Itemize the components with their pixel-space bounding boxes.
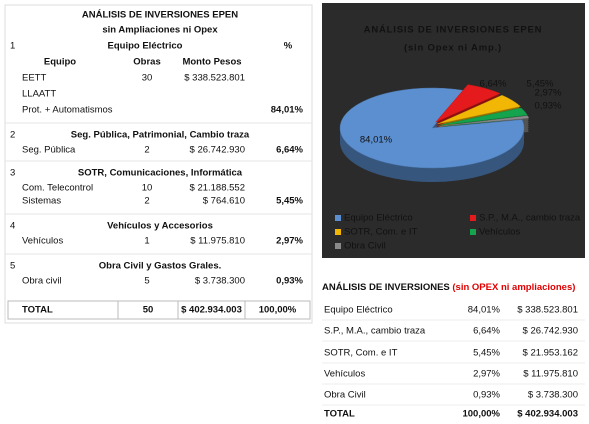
row-name: S.P., M.A., cambio traza [324, 326, 426, 337]
cell-equipo: Sistemas [22, 196, 61, 207]
cell-monto: $ 26.742.930 [190, 145, 245, 156]
title-main: ANÁLISIS DE INVERSIONES [322, 282, 450, 293]
section-number: 2 [10, 130, 15, 141]
section-number: 4 [10, 221, 15, 232]
slice-label: 6,64% [480, 79, 507, 90]
slice [437, 95, 521, 125]
cell-equipo: Obra civil [22, 276, 62, 287]
section-number: 5 [10, 261, 15, 272]
row-name: SOTR, Com. e IT [324, 348, 398, 359]
section-heading: Seg. Pública, Patrimonial, Cambio traza [71, 130, 250, 141]
total-value: TOTAL [22, 305, 53, 316]
legend-swatch [335, 243, 341, 249]
legend-swatch [470, 215, 476, 221]
column-header: Monto Pesos [182, 57, 241, 68]
cell-equipo: Com. Telecontrol [22, 183, 93, 194]
table-subtitle: sin Ampliaciones ni Opex [102, 25, 218, 36]
legend-swatch [335, 229, 341, 235]
cell-monto: $ 3.738.300 [195, 276, 245, 287]
slice [339, 87, 525, 169]
legend-label: Equipo Eléctrico [344, 213, 413, 224]
row-name: Obra Civil [324, 390, 366, 401]
total-amount: $ 402.934.003 [517, 409, 578, 420]
column-header: Equipo [44, 57, 76, 68]
row-amount: $ 3.738.300 [528, 390, 578, 401]
cell-monto: $ 21.188.552 [190, 183, 245, 194]
section-number: 3 [10, 168, 15, 179]
legend-swatch [470, 229, 476, 235]
total-value: 50 [143, 305, 154, 316]
cell-percent: 2,97% [276, 236, 303, 247]
row-percent: 2,97% [473, 369, 500, 380]
legend-label: SOTR, Com. e IT [344, 227, 418, 238]
slice-label: 5,45% [527, 79, 554, 90]
section-heading: Equipo Eléctrico [108, 41, 183, 52]
section-heading: SOTR, Comunicaciones, Informática [78, 168, 243, 179]
cell-percent: 6,64% [276, 145, 303, 156]
row-percent: 6,64% [473, 326, 500, 337]
cell-monto: $ 764.610 [203, 196, 245, 207]
total-value: $ 402.934.003 [181, 305, 242, 316]
chart-subtitle: (sin Opex ni Amp.) [404, 43, 502, 54]
cell-equipo: Seg. Pública [22, 145, 76, 156]
cell-obras: 5 [144, 276, 149, 287]
legend-label: Obra Civil [344, 241, 386, 252]
row-percent: 5,45% [473, 348, 500, 359]
total-value: 100,00% [259, 305, 297, 316]
cell-monto: $ 338.523.801 [184, 73, 245, 84]
section-number: 1 [10, 41, 15, 52]
cell-percent: 84,01% [271, 105, 304, 116]
legend-label: Vehículos [479, 227, 520, 238]
slice-label: 2,97% [535, 88, 562, 99]
cell-obras: 30 [142, 73, 153, 84]
slice [438, 115, 530, 127]
cell-percent: 5,45% [276, 196, 303, 207]
row-amount: $ 26.742.930 [523, 326, 578, 337]
legend-swatch [335, 215, 341, 221]
percent-header: % [284, 41, 293, 52]
table-title: ANÁLISIS DE INVERSIONES EPEN [82, 10, 238, 21]
cell-percent: 0,93% [276, 276, 303, 287]
section-heading: Obra Civil y Gastos Grales. [99, 261, 222, 272]
slice-label: 84,01% [360, 135, 393, 146]
total-name: TOTAL [324, 409, 355, 420]
title-note: (sin OPEX ni ampliaciones) [452, 282, 575, 293]
cell-equipo: Prot. + Automatismos [22, 105, 113, 116]
row-amount: $ 338.523.801 [517, 305, 578, 316]
cell-obras: 10 [142, 183, 153, 194]
left-table-border [4, 4, 313, 324]
section-heading: Vehículos y Accesorios [107, 221, 213, 232]
cell-obras: 1 [144, 236, 149, 247]
slice [435, 84, 501, 123]
chart-title: ANÁLISIS DE INVERSIONES EPEN [364, 25, 543, 36]
slice-label: 0,93% [535, 101, 562, 112]
total-cell [244, 300, 311, 320]
cell-monto: $ 11.975.810 [190, 236, 245, 247]
row-amount: $ 21.953.162 [523, 348, 578, 359]
row-name: Vehículos [324, 369, 365, 380]
cell-equipo: Vehículos [22, 236, 63, 247]
right-table-title: ANÁLISIS DE INVERSIONES (sin OPEX ni amp… [322, 282, 575, 293]
cell-obras: 2 [144, 145, 149, 156]
row-name: Equipo Eléctrico [324, 305, 393, 316]
column-header: Obras [133, 57, 160, 68]
cell-obras: 2 [144, 196, 149, 207]
row-percent: 84,01% [468, 305, 501, 316]
row-amount: $ 11.975.810 [523, 369, 578, 380]
cell-equipo: LLAATT [22, 89, 56, 100]
total-percent: 100,00% [462, 409, 500, 420]
legend-label: S.P., M.A., cambio traza [479, 213, 581, 224]
slice [438, 107, 528, 126]
row-percent: 0,93% [473, 390, 500, 401]
cell-equipo: EETT [22, 73, 46, 84]
